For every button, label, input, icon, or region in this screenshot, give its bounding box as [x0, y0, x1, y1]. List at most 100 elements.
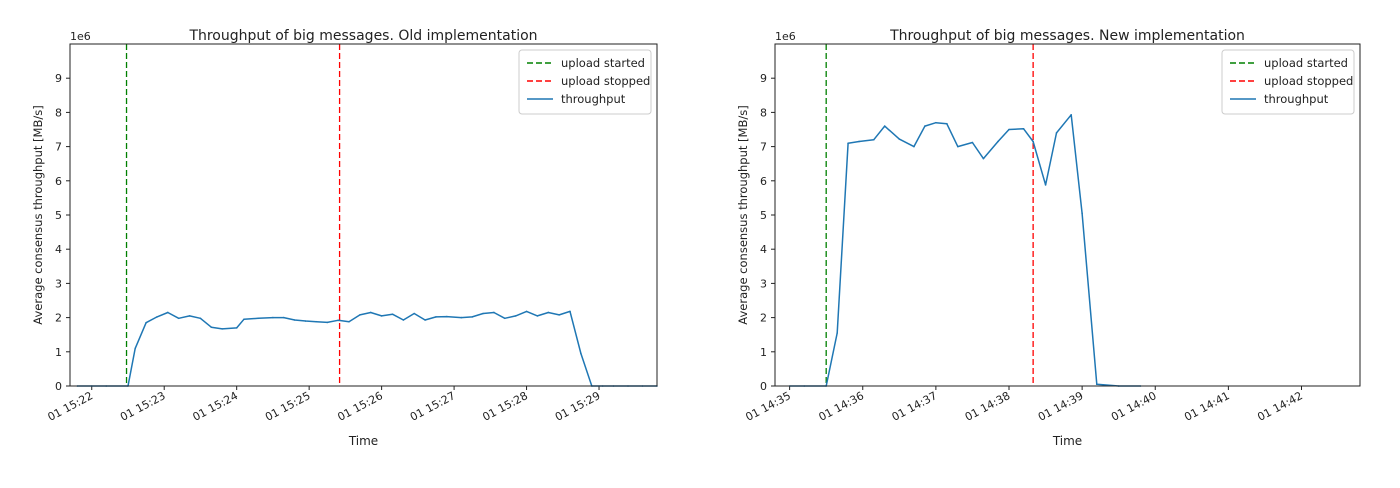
- chart-1-xtick-label: 01 14:40: [1109, 389, 1159, 424]
- chart-0-data-point: [446, 315, 448, 318]
- chart-1-xtick-label: 01 14:37: [890, 389, 940, 424]
- chart-1-data-point: [957, 145, 959, 148]
- chart-1-data-point: [1044, 184, 1047, 186]
- chart-new-implementation: Throughput of big messages. New implemen…: [700, 0, 1400, 484]
- chart-1-xtick-label: 01 14:38: [963, 389, 1013, 424]
- chart-0-ylabel: Average consensus throughput [MB/s]: [31, 105, 45, 324]
- chart-1-xtick-label: 01 14:42: [1255, 389, 1305, 424]
- chart-1-data-point: [898, 138, 901, 140]
- chart-0-ytick-label: 0: [55, 380, 62, 393]
- chart-0-ytick-label: 3: [55, 277, 62, 290]
- chart-old-svg: Throughput of big messages. Old implemen…: [31, 28, 658, 448]
- chart-0-plot-frame: [69, 43, 658, 387]
- chart-0-xlabel: Time: [348, 434, 378, 448]
- chart-0-data-point: [558, 314, 560, 316]
- chart-0-xtick-label: 01 15:23: [118, 389, 168, 424]
- chart-1-ytick-label: 5: [760, 209, 767, 222]
- chart-1-xtick-label: 01 14:39: [1036, 389, 1086, 424]
- chart-0-data-point: [424, 319, 426, 321]
- chart-0-data-point: [514, 315, 517, 317]
- chart-0-data-point: [257, 317, 260, 320]
- chart-1-data-point: [1070, 113, 1072, 116]
- chart-0-data-point: [493, 311, 495, 314]
- chart-0-legend-label: upload started: [561, 56, 645, 70]
- chart-0-data-point: [435, 316, 437, 318]
- chart-0-ytick-label: 1: [55, 346, 62, 359]
- chart-1-data-point: [946, 122, 948, 125]
- chart-0-data-point: [525, 310, 528, 313]
- chart-0-data-point: [243, 318, 245, 321]
- chart-1-data-point: [858, 140, 860, 143]
- chart-1-xtick-label: 01 14:36: [817, 389, 867, 424]
- chart-1-ytick-label: 2: [760, 312, 767, 325]
- chart-1-ylabel: Average consensus throughput [MB/s]: [736, 105, 750, 324]
- chart-0-data-point: [156, 316, 158, 318]
- chart-0-data-point: [471, 316, 474, 318]
- chart-0-data-point: [199, 317, 202, 320]
- chart-1-ytick-label: 9: [760, 72, 767, 85]
- chart-1-legend-box: [1221, 49, 1355, 115]
- chart-1-data-point: [1081, 212, 1083, 215]
- chart-0-data-point: [145, 321, 147, 324]
- chart-0-data-point: [348, 320, 350, 323]
- chart-0-xtick-label: 01 15:26: [335, 389, 385, 424]
- chart-1-xtick-label: 01 14:35: [743, 389, 793, 424]
- chart-1-data-point: [997, 140, 999, 143]
- chart-1-ytick-label: 8: [760, 106, 767, 119]
- chart-0-data-point: [413, 312, 416, 315]
- chart-0-data-point: [547, 311, 550, 314]
- chart-0-data-point: [580, 352, 582, 355]
- chart-1-title: Throughput of big messages. New implemen…: [889, 28, 1245, 44]
- chart-1-ytick-label: 4: [760, 243, 767, 256]
- chart-0-xtick-label: 01 15:25: [263, 389, 313, 424]
- chart-0-data-point: [177, 317, 180, 320]
- chart-0-ytick-label: 7: [55, 141, 62, 154]
- chart-0-data-point: [272, 316, 274, 319]
- chart-0-data-point: [536, 315, 539, 317]
- chart-1-data-point: [883, 125, 886, 127]
- chart-0-data-point: [326, 321, 329, 324]
- chart-0-xtick-label: 01 15:22: [46, 389, 96, 424]
- chart-0-data-point: [315, 320, 318, 323]
- chart-0-data-point: [188, 315, 191, 317]
- chart-1-ytick-label: 0: [760, 380, 767, 393]
- chart-0-data-point: [134, 347, 137, 350]
- chart-1-data-point: [1008, 128, 1010, 131]
- chart-0-ytick-label: 8: [55, 106, 62, 119]
- chart-1-ytick-label: 7: [760, 141, 767, 154]
- chart-1-xlabel: Time: [1052, 434, 1082, 448]
- chart-0-xtick-label: 01 15:29: [553, 389, 603, 424]
- chart-0-legend-box: [518, 49, 652, 115]
- chart-1-y-scale-label: 1e6: [775, 30, 796, 43]
- chart-0-data-point: [380, 315, 383, 317]
- chart-1-data-point: [982, 157, 985, 160]
- chart-0-data-point: [482, 312, 484, 315]
- chart-0-data-point: [369, 311, 372, 314]
- chart-0-y-scale-label: 1e6: [70, 30, 91, 43]
- chart-0-data-point: [402, 319, 405, 321]
- chart-0-data-point: [167, 311, 169, 314]
- chart-1-data-point: [924, 125, 926, 127]
- chart-0-data-point: [337, 319, 339, 322]
- chart-new-svg: Throughput of big messages. New implemen…: [736, 28, 1361, 448]
- chart-1-data-point: [913, 145, 915, 148]
- chart-0-data-point: [391, 313, 394, 315]
- chart-0-xtick-label: 01 15:27: [408, 389, 458, 424]
- chart-0-xtick-label: 01 15:24: [191, 389, 241, 424]
- chart-1-ytick-label: 3: [760, 277, 767, 290]
- chart-1-series-throughput: [789, 114, 1141, 387]
- chart-0-ytick-label: 2: [55, 312, 62, 325]
- chart-0-legend: upload started upload stopped throughput: [518, 49, 652, 115]
- chart-1-legend-label: upload stopped: [1264, 74, 1353, 88]
- chart-1-data-point: [1022, 128, 1025, 130]
- chart-0-ytick-label: 6: [55, 175, 62, 188]
- chart-0-ytick-label: 4: [55, 243, 62, 256]
- chart-1-ytick-label: 1: [760, 346, 767, 359]
- chart-1-data-point: [847, 142, 849, 144]
- chart-0-data-point: [304, 320, 307, 322]
- chart-1-data-point: [872, 138, 875, 141]
- chart-1-legend-label: throughput: [1264, 92, 1329, 106]
- chart-0-ytick-label: 9: [55, 72, 62, 85]
- chart-1-data-point: [1055, 132, 1058, 134]
- chart-1-legend: upload started upload stopped throughput: [1221, 49, 1355, 115]
